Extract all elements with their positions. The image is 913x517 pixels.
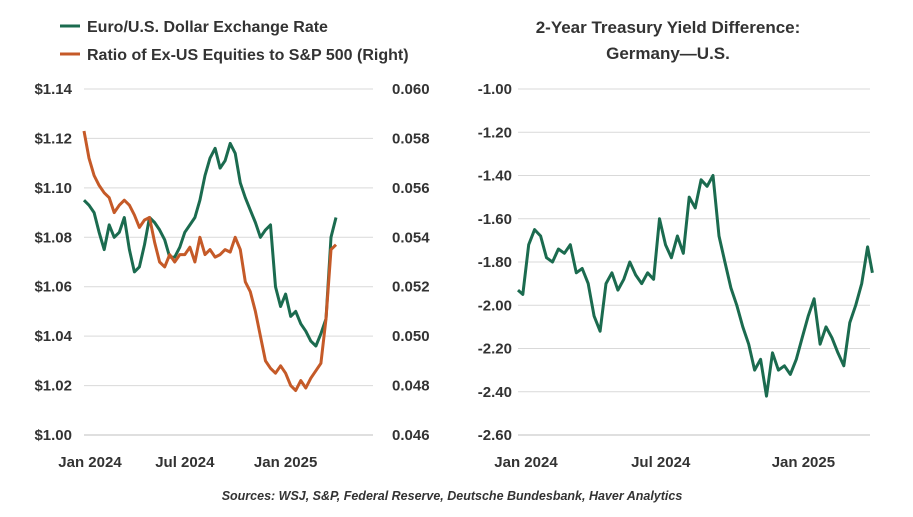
- legend-label-eurusd: Euro/U.S. Dollar Exchange Rate: [87, 19, 328, 36]
- right-chart-y-tick-label: -1.40: [478, 168, 512, 185]
- right-chart-x-tick-label: Jan 2025: [772, 454, 835, 471]
- right-chart-y-tick-label: -1.00: [478, 81, 512, 98]
- right-y-tick-label: 0.052: [392, 279, 430, 296]
- right-chart-y-tick-label: -1.60: [478, 211, 512, 228]
- left-y-tick-label: $1.10: [34, 180, 72, 197]
- right-y-tick-label: 0.046: [392, 427, 430, 444]
- left-x-tick-label: Jan 2024: [58, 454, 122, 471]
- right-chart-y-ticks: -1.00 -1.20 -1.40 -1.60 -1.80 -2.00 -2.20 -2.40…: [478, 81, 512, 444]
- left-legend: Euro/U.S. Dollar Exchange Rate Ratio of …: [60, 19, 409, 64]
- right-chart-y-tick-label: -1.20: [478, 124, 512, 141]
- left-y-tick-label: $1.14: [34, 81, 72, 98]
- series-line-yield-difference: [516, 174, 874, 398]
- right-chart-x-tick-label: Jan 2024: [494, 454, 558, 471]
- source-note: Sources: WSJ, S&P, Federal Reserve, Deut…: [222, 489, 683, 503]
- left-chart-gridlines: [84, 88, 373, 436]
- series-line-ex-us-ratio: [82, 130, 338, 392]
- right-chart-series: [516, 174, 874, 398]
- right-y-tick-label: 0.048: [392, 378, 430, 395]
- right-y-tick-label: 0.050: [392, 328, 430, 345]
- left-y-tick-label: $1.06: [34, 279, 72, 296]
- right-y-tick-label: 0.054: [392, 229, 430, 246]
- right-chart-y-tick-label: -2.60: [478, 427, 512, 444]
- left-y-tick-label: $1.04: [34, 328, 72, 345]
- right-chart-y-tick-label: -1.80: [478, 254, 512, 271]
- right-y-tick-label: 0.056: [392, 180, 430, 197]
- left-chart-y-left-ticks: $1.14 $1.12 $1.10 $1.08 $1.06 $1.04 $1.02 $1.00: [34, 81, 72, 444]
- left-y-tick-label: $1.00: [34, 427, 72, 444]
- left-y-tick-label: $1.08: [34, 229, 72, 246]
- left-chart-y-right-ticks: 0.060 0.058 0.056 0.054 0.052 0.050 0.048 0.046: [392, 81, 430, 444]
- left-x-tick-label: Jul 2024: [155, 454, 215, 471]
- right-chart-y-tick-label: -2.20: [478, 341, 512, 358]
- right-chart-title-line2: Germany—U.S.: [606, 44, 730, 63]
- right-chart-y-tick-label: -2.00: [478, 297, 512, 314]
- right-chart-x-ticks: Jan 2024 Jul 2024 Jan 2025: [494, 454, 835, 471]
- legend-label-ratio: Ratio of Ex-US Equities to S&P 500 (Righ…: [87, 47, 409, 64]
- right-chart-title-line1: 2-Year Treasury Yield Difference:: [536, 18, 801, 37]
- left-chart-x-ticks: Jan 2024 Jul 2024 Jan 2025: [58, 454, 317, 471]
- left-chart-series: [82, 130, 338, 392]
- right-chart-gridlines: [518, 88, 870, 436]
- left-y-tick-label: $1.12: [34, 130, 72, 147]
- right-y-tick-label: 0.058: [392, 130, 430, 147]
- series-line-eurusd: [82, 141, 338, 348]
- left-y-tick-label: $1.02: [34, 378, 72, 395]
- right-chart-y-tick-label: -2.40: [478, 384, 512, 401]
- right-chart-title: 2-Year Treasury Yield Difference: German…: [536, 18, 801, 63]
- left-x-tick-label: Jan 2025: [254, 454, 317, 471]
- right-chart-x-tick-label: Jul 2024: [631, 454, 691, 471]
- right-y-tick-label: 0.060: [392, 81, 430, 98]
